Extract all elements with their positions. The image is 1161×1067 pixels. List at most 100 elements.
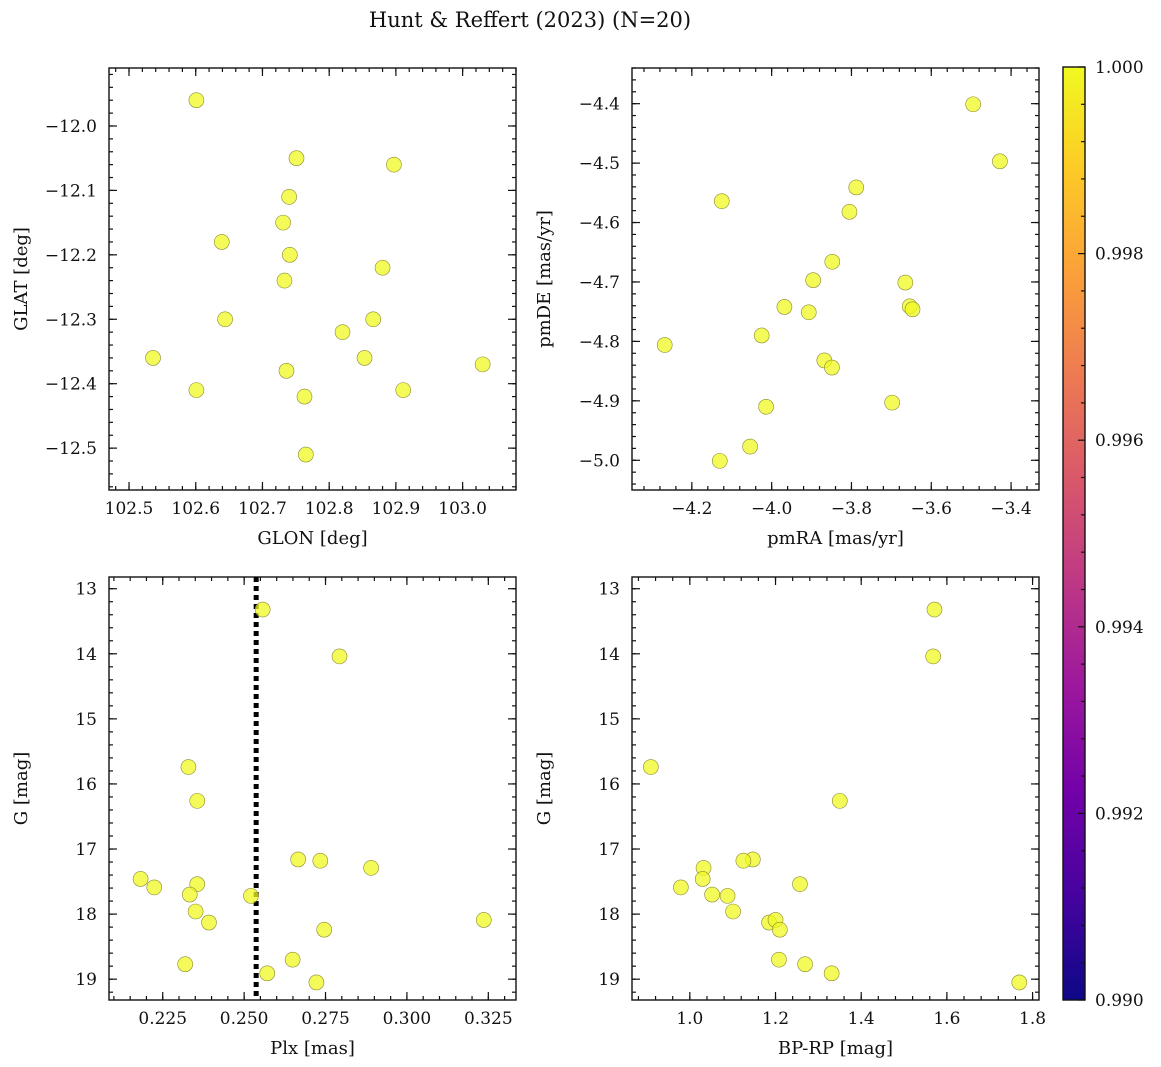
- y-tick-label: 15: [75, 710, 97, 730]
- scatter-point: [296, 388, 313, 405]
- x-tick-label: 0.325: [464, 1009, 513, 1029]
- scatter-point: [742, 438, 758, 455]
- scatter-point: [713, 193, 730, 209]
- y-tick-label: 18: [75, 905, 97, 925]
- scatter-panels: 102.5 102.6 102.7 102.8 102.9 103.0 −12.0 −12.1…: [11, 67, 1046, 1059]
- plot-frame: [108, 67, 517, 491]
- y-tick-label: −4.6: [579, 214, 620, 234]
- x-tick-label: 0.225: [138, 1009, 187, 1029]
- y-axis-label: G [mag]: [11, 752, 32, 825]
- x-tick-label: 1.4: [848, 1009, 875, 1029]
- y-tick-label: 14: [598, 645, 620, 665]
- x-axis-label: pmRA [mas/yr]: [767, 528, 904, 549]
- scatter-point: [290, 851, 306, 868]
- scatter-point: [188, 382, 205, 398]
- scatter-point: [823, 965, 840, 982]
- panel-pos: 102.5 102.6 102.7 102.8 102.9 103.0 −12.0 −12.1…: [11, 67, 517, 549]
- scatter-point: [316, 921, 333, 938]
- scatter-point: [643, 759, 659, 775]
- x-tick-label: 1.0: [676, 1009, 703, 1029]
- y-tick-label: 17: [75, 840, 97, 860]
- y-tick-label: −4.9: [579, 392, 620, 412]
- scatter-point: [201, 914, 217, 931]
- scatter-point: [897, 274, 914, 291]
- figure-title: Hunt & Reffert (2023) (N=20): [369, 8, 691, 32]
- scatter-point: [334, 324, 351, 340]
- y-tick-label: −5.0: [579, 451, 620, 471]
- y-tick-label: −12.5: [45, 439, 97, 459]
- scatter-point: [758, 398, 774, 415]
- x-tick-label: 1.8: [1019, 1009, 1046, 1029]
- y-axis-label: GLAT [deg]: [11, 227, 32, 331]
- x-tick-label: 102.5: [105, 499, 154, 519]
- scatter-point: [848, 179, 865, 196]
- x-axis-label: GLON [deg]: [257, 528, 367, 549]
- x-tick-label: 102.9: [372, 499, 421, 519]
- y-tick-label: −4.8: [579, 332, 620, 352]
- scatter-point: [259, 965, 276, 982]
- scatter-point: [146, 879, 163, 896]
- scatter-point: [298, 446, 314, 463]
- plot-frame: [631, 67, 1040, 491]
- scatter-point: [753, 327, 770, 344]
- scatter-point: [725, 903, 741, 920]
- scatter-point: [841, 204, 858, 220]
- scatter-point: [395, 382, 412, 398]
- scatter-point: [673, 879, 689, 896]
- scatter-point: [254, 601, 271, 618]
- x-tick-label: 1.6: [933, 1009, 960, 1029]
- scatter-point: [800, 304, 817, 321]
- scatter-point: [386, 156, 402, 173]
- y-tick-label: −4.7: [579, 273, 620, 293]
- scatter-point: [145, 350, 161, 366]
- scatter-point: [189, 793, 206, 809]
- x-axis-label: BP-RP [mag]: [778, 1038, 893, 1059]
- scatter-point: [824, 359, 840, 376]
- scatter-point: [180, 759, 197, 775]
- scatter-point: [776, 299, 793, 315]
- scatter-point: [356, 350, 373, 366]
- scatter-point: [312, 852, 329, 869]
- scatter-point: [475, 912, 492, 928]
- x-tick-label: 103.0: [438, 499, 487, 519]
- scatter-point: [308, 974, 325, 991]
- scatter-point: [884, 394, 900, 411]
- scatter-point: [831, 793, 848, 809]
- scatter-point: [275, 214, 291, 231]
- scatter-point: [656, 337, 673, 353]
- scatter-point: [276, 272, 293, 289]
- y-tick-label: −12.4: [45, 375, 97, 395]
- y-tick-label: −4.5: [579, 154, 620, 174]
- scatter-point: [278, 363, 295, 379]
- scatter-point: [331, 648, 348, 665]
- y-tick-label: 15: [598, 710, 620, 730]
- scatter-point: [281, 189, 297, 205]
- scatter-point: [284, 951, 301, 968]
- y-tick-label: −12.2: [45, 246, 97, 266]
- x-tick-label: 102.7: [238, 499, 287, 519]
- x-tick-label: −3.8: [831, 499, 872, 519]
- scatter-point: [771, 951, 787, 968]
- scatter-point: [288, 150, 305, 166]
- colorbar-tick-label: 0.998: [1095, 245, 1144, 265]
- scatter-point: [926, 601, 943, 618]
- colorbar-tick-label: 0.994: [1095, 618, 1144, 638]
- scatter-point: [694, 871, 711, 887]
- y-tick-label: 13: [75, 580, 97, 600]
- scatter-point: [992, 153, 1008, 170]
- scatter-point: [824, 253, 841, 270]
- x-tick-label: −3.6: [911, 499, 952, 519]
- panel-plx: 0.225 0.250 0.275 0.300 0.325 13 14 15 16 17 18 19 P…: [11, 576, 517, 1059]
- y-tick-label: −12.0: [45, 117, 97, 137]
- scatter-point: [925, 648, 941, 665]
- scatter-point: [797, 956, 813, 973]
- colorbar-tick-label: 0.990: [1095, 991, 1144, 1011]
- colorbar-frame: [1062, 66, 1086, 1001]
- scatter-point: [181, 886, 198, 903]
- plot-frame: [108, 576, 517, 1001]
- y-tick-label: −4.4: [579, 95, 620, 115]
- x-tick-label: −4.0: [751, 499, 792, 519]
- scatter-point: [213, 234, 230, 250]
- y-tick-label: 16: [598, 775, 620, 795]
